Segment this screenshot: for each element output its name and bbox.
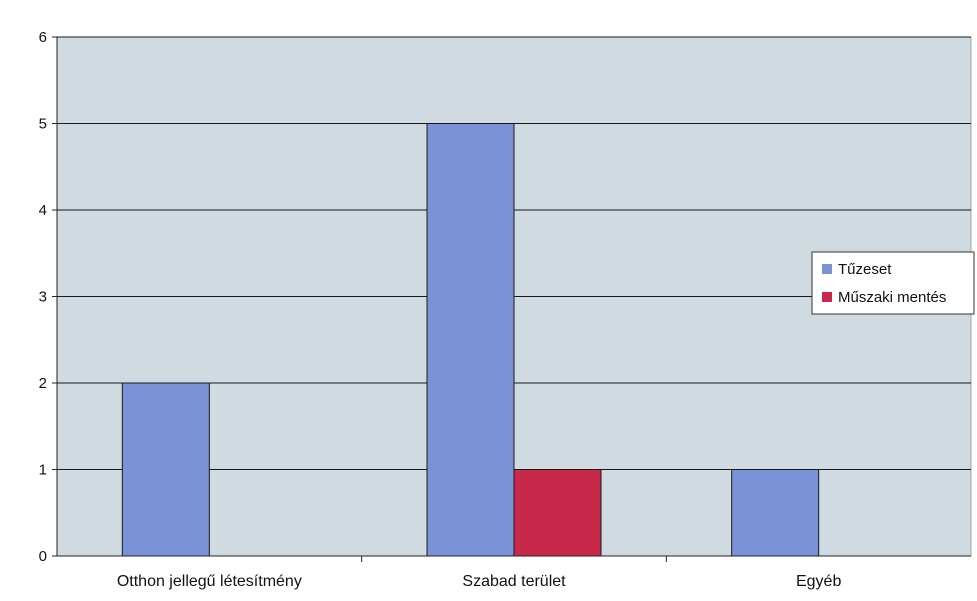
x-tick-label: Otthon jellegű létesítmény [117,573,302,590]
legend-label-muszaki-mentes: Műszaki mentés [838,289,946,306]
bar-tuzeset-2 [731,469,820,557]
legend-swatch-tuzeset [822,264,832,274]
x-tick-label: Szabad terület [462,573,566,590]
legend: Tűzeset Műszaki mentés [811,251,975,315]
bar-tuzeset-0 [121,382,210,557]
y-tick-labels: 0 1 2 3 4 5 6 [39,29,57,565]
x-tick-labels: Otthon jellegű létesítmény Szabad terület… [117,556,841,590]
legend-swatch-muszaki-mentes [822,292,832,302]
legend-box [811,251,975,315]
legend-label-tuzeset: Tűzeset [838,261,892,278]
y-tick-label: 5 [39,116,47,133]
y-tick-label: 1 [39,462,47,479]
bar-muszaki-mentes-1 [513,469,602,557]
bars [121,123,820,557]
x-tick-label: Egyéb [796,573,841,590]
y-tick-label: 2 [39,375,47,392]
y-tick-label: 4 [39,202,47,219]
y-tick-label: 6 [39,29,47,46]
bar-tuzeset-1 [426,123,515,557]
y-tick-label: 3 [39,289,47,306]
y-tick-label: 0 [39,548,47,565]
